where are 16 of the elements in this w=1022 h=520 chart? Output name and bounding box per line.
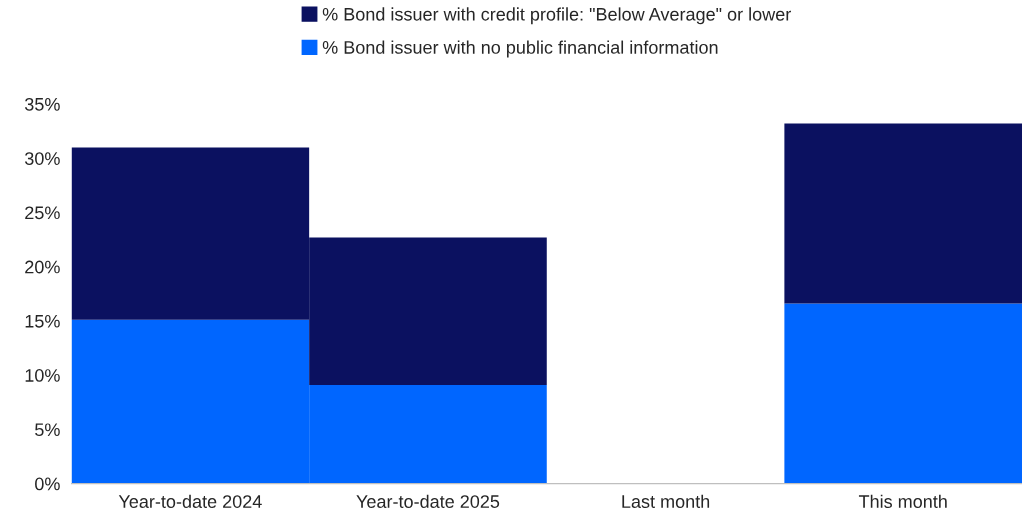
x-tick-label: This month (858, 494, 947, 508)
legend-label: % Bond issuer with no public financial information (322, 40, 718, 58)
y-tick-label: 20% (25, 260, 60, 274)
y-tick-label: 15% (25, 314, 60, 328)
bar (784, 303, 1022, 484)
y-tick-label: 30% (24, 152, 60, 165)
x-tick-label: Last month (622, 494, 710, 508)
x-tick-label: Year-to-date 2024 (118, 494, 262, 508)
legend-label: % Bond issuer with credit profile: "Below Average" or lower (322, 7, 791, 25)
y-tick-label: 10% (25, 369, 60, 382)
y-tick-label: 25% (25, 206, 60, 220)
y-tick-label: 35% (24, 97, 60, 111)
y-tick-label: 0% (35, 477, 60, 491)
bar (784, 123, 1022, 304)
x-tick-label: Year-to-date 2025 (356, 494, 500, 508)
y-tick-label: 5% (35, 423, 60, 437)
